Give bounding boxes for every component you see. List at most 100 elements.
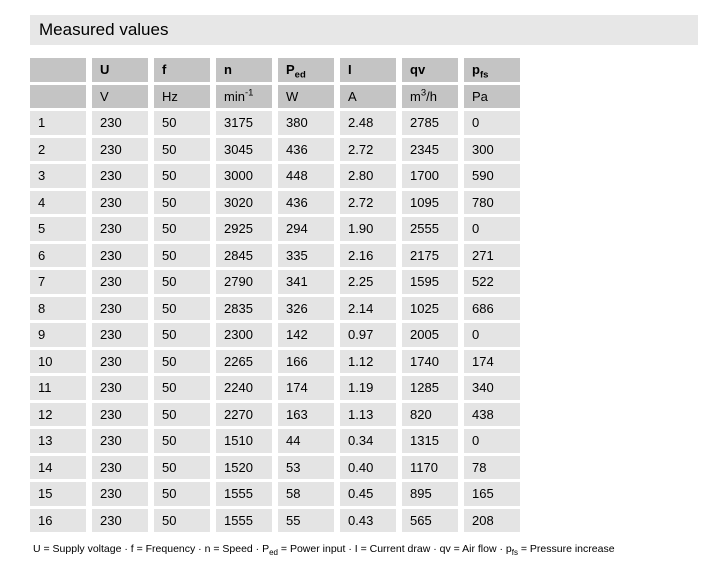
subscript: ed xyxy=(294,69,306,81)
table-cell: 522 xyxy=(464,270,520,294)
table-cell: 1595 xyxy=(402,270,458,294)
table-cell: 436 xyxy=(278,190,334,214)
table-cell: 895 xyxy=(402,482,458,506)
table-cell: 300 xyxy=(464,137,520,161)
column-header: U xyxy=(92,58,148,82)
table-cell: 230 xyxy=(92,402,148,426)
table-cell: 326 xyxy=(278,296,334,320)
table-cell: 436 xyxy=(278,137,334,161)
table-cell: 448 xyxy=(278,164,334,188)
table-cell: 2270 xyxy=(216,402,272,426)
table-cell: 174 xyxy=(464,349,520,373)
table-cell: 1285 xyxy=(402,376,458,400)
column-unit: W xyxy=(278,84,334,108)
table-cell: 53 xyxy=(278,455,334,479)
table-row: 5 230 50 2925 294 1.90 2555 0 xyxy=(30,217,520,241)
table-cell: 50 xyxy=(154,323,210,347)
column-unit: Hz xyxy=(154,84,210,108)
table-row: 15 230 50 1555 58 0.45 895 165 xyxy=(30,482,520,506)
table-cell: 2.80 xyxy=(340,164,396,188)
table-cell: 0.40 xyxy=(340,455,396,479)
table-cell: 50 xyxy=(154,508,210,532)
table-cell: 230 xyxy=(92,190,148,214)
table-cell: 50 xyxy=(154,455,210,479)
table-cell: 50 xyxy=(154,217,210,241)
table-cell: 230 xyxy=(92,243,148,267)
row-number-cell: 2 xyxy=(30,137,86,161)
table-cell: 2.72 xyxy=(340,190,396,214)
row-number-cell: 1 xyxy=(30,111,86,135)
table-row: 10 230 50 2265 166 1.12 1740 174 xyxy=(30,349,520,373)
table-cell: 294 xyxy=(278,217,334,241)
row-number-cell: 10 xyxy=(30,349,86,373)
table-cell: 50 xyxy=(154,164,210,188)
legend-text: U = Supply voltage · f = Frequency · n =… xyxy=(33,543,615,558)
table-cell: 230 xyxy=(92,482,148,506)
row-number-cell: 13 xyxy=(30,429,86,453)
table-body: 1 230 50 3175 380 2.48 2785 0 2 230 50 3045 436 2.72 2… xyxy=(30,111,520,532)
table-cell: 166 xyxy=(278,349,334,373)
table-cell: 3045 xyxy=(216,137,272,161)
table-cell: 2240 xyxy=(216,376,272,400)
table-cell: 2.48 xyxy=(340,111,396,135)
table-cell: 2.14 xyxy=(340,296,396,320)
table-cell: 1095 xyxy=(402,190,458,214)
table-cell: 2.16 xyxy=(340,243,396,267)
table-cell: 50 xyxy=(154,190,210,214)
row-number-cell: 9 xyxy=(30,323,86,347)
table-cell: 2790 xyxy=(216,270,272,294)
column-header: f xyxy=(154,58,210,82)
table-row: 13 230 50 1510 44 0.34 1315 0 xyxy=(30,429,520,453)
table-cell: 2345 xyxy=(402,137,458,161)
table-cell: 341 xyxy=(278,270,334,294)
table-cell: 2265 xyxy=(216,349,272,373)
table-cell: 2785 xyxy=(402,111,458,135)
table-cell: 1510 xyxy=(216,429,272,453)
column-unit: A xyxy=(340,84,396,108)
table-cell: 230 xyxy=(92,111,148,135)
table-cell: 0 xyxy=(464,429,520,453)
table-cell: 271 xyxy=(464,243,520,267)
column-unit: m3/h xyxy=(402,84,458,108)
column-unit: V xyxy=(92,84,148,108)
column-unit: min-1 xyxy=(216,84,272,108)
table-cell: 50 xyxy=(154,349,210,373)
table-cell: 3000 xyxy=(216,164,272,188)
subscript: fs xyxy=(479,69,489,81)
table-row: 3 230 50 3000 448 2.80 1700 590 xyxy=(30,164,520,188)
table-cell: 2300 xyxy=(216,323,272,347)
row-number-cell: 7 xyxy=(30,270,86,294)
table-cell: 1.19 xyxy=(340,376,396,400)
table-row: 4 230 50 3020 436 2.72 1095 780 xyxy=(30,190,520,214)
table-cell: 780 xyxy=(464,190,520,214)
table-cell: 340 xyxy=(464,376,520,400)
table-cell: 0.97 xyxy=(340,323,396,347)
table-cell: 50 xyxy=(154,429,210,453)
table-row: 2 230 50 3045 436 2.72 2345 300 xyxy=(30,137,520,161)
table-cell: 565 xyxy=(402,508,458,532)
table-cell: 230 xyxy=(92,349,148,373)
row-number-cell: 14 xyxy=(30,455,86,479)
table-cell: 438 xyxy=(464,402,520,426)
row-number-cell: 4 xyxy=(30,190,86,214)
table-cell: 163 xyxy=(278,402,334,426)
table-cell: 0 xyxy=(464,323,520,347)
superscript: 3 xyxy=(420,87,427,99)
table-cell: 2835 xyxy=(216,296,272,320)
table-cell: 3175 xyxy=(216,111,272,135)
table-cell: 590 xyxy=(464,164,520,188)
table-row: 1 230 50 3175 380 2.48 2785 0 xyxy=(30,111,520,135)
table-row: 7 230 50 2790 341 2.25 1595 522 xyxy=(30,270,520,294)
table-cell: 50 xyxy=(154,402,210,426)
table-cell: 2.25 xyxy=(340,270,396,294)
table-cell: 335 xyxy=(278,243,334,267)
table-cell: 58 xyxy=(278,482,334,506)
table-cell: 0.43 xyxy=(340,508,396,532)
table-row: 11 230 50 2240 174 1.19 1285 340 xyxy=(30,376,520,400)
table-cell: 230 xyxy=(92,508,148,532)
table-cell: 230 xyxy=(92,296,148,320)
row-number-cell: 8 xyxy=(30,296,86,320)
